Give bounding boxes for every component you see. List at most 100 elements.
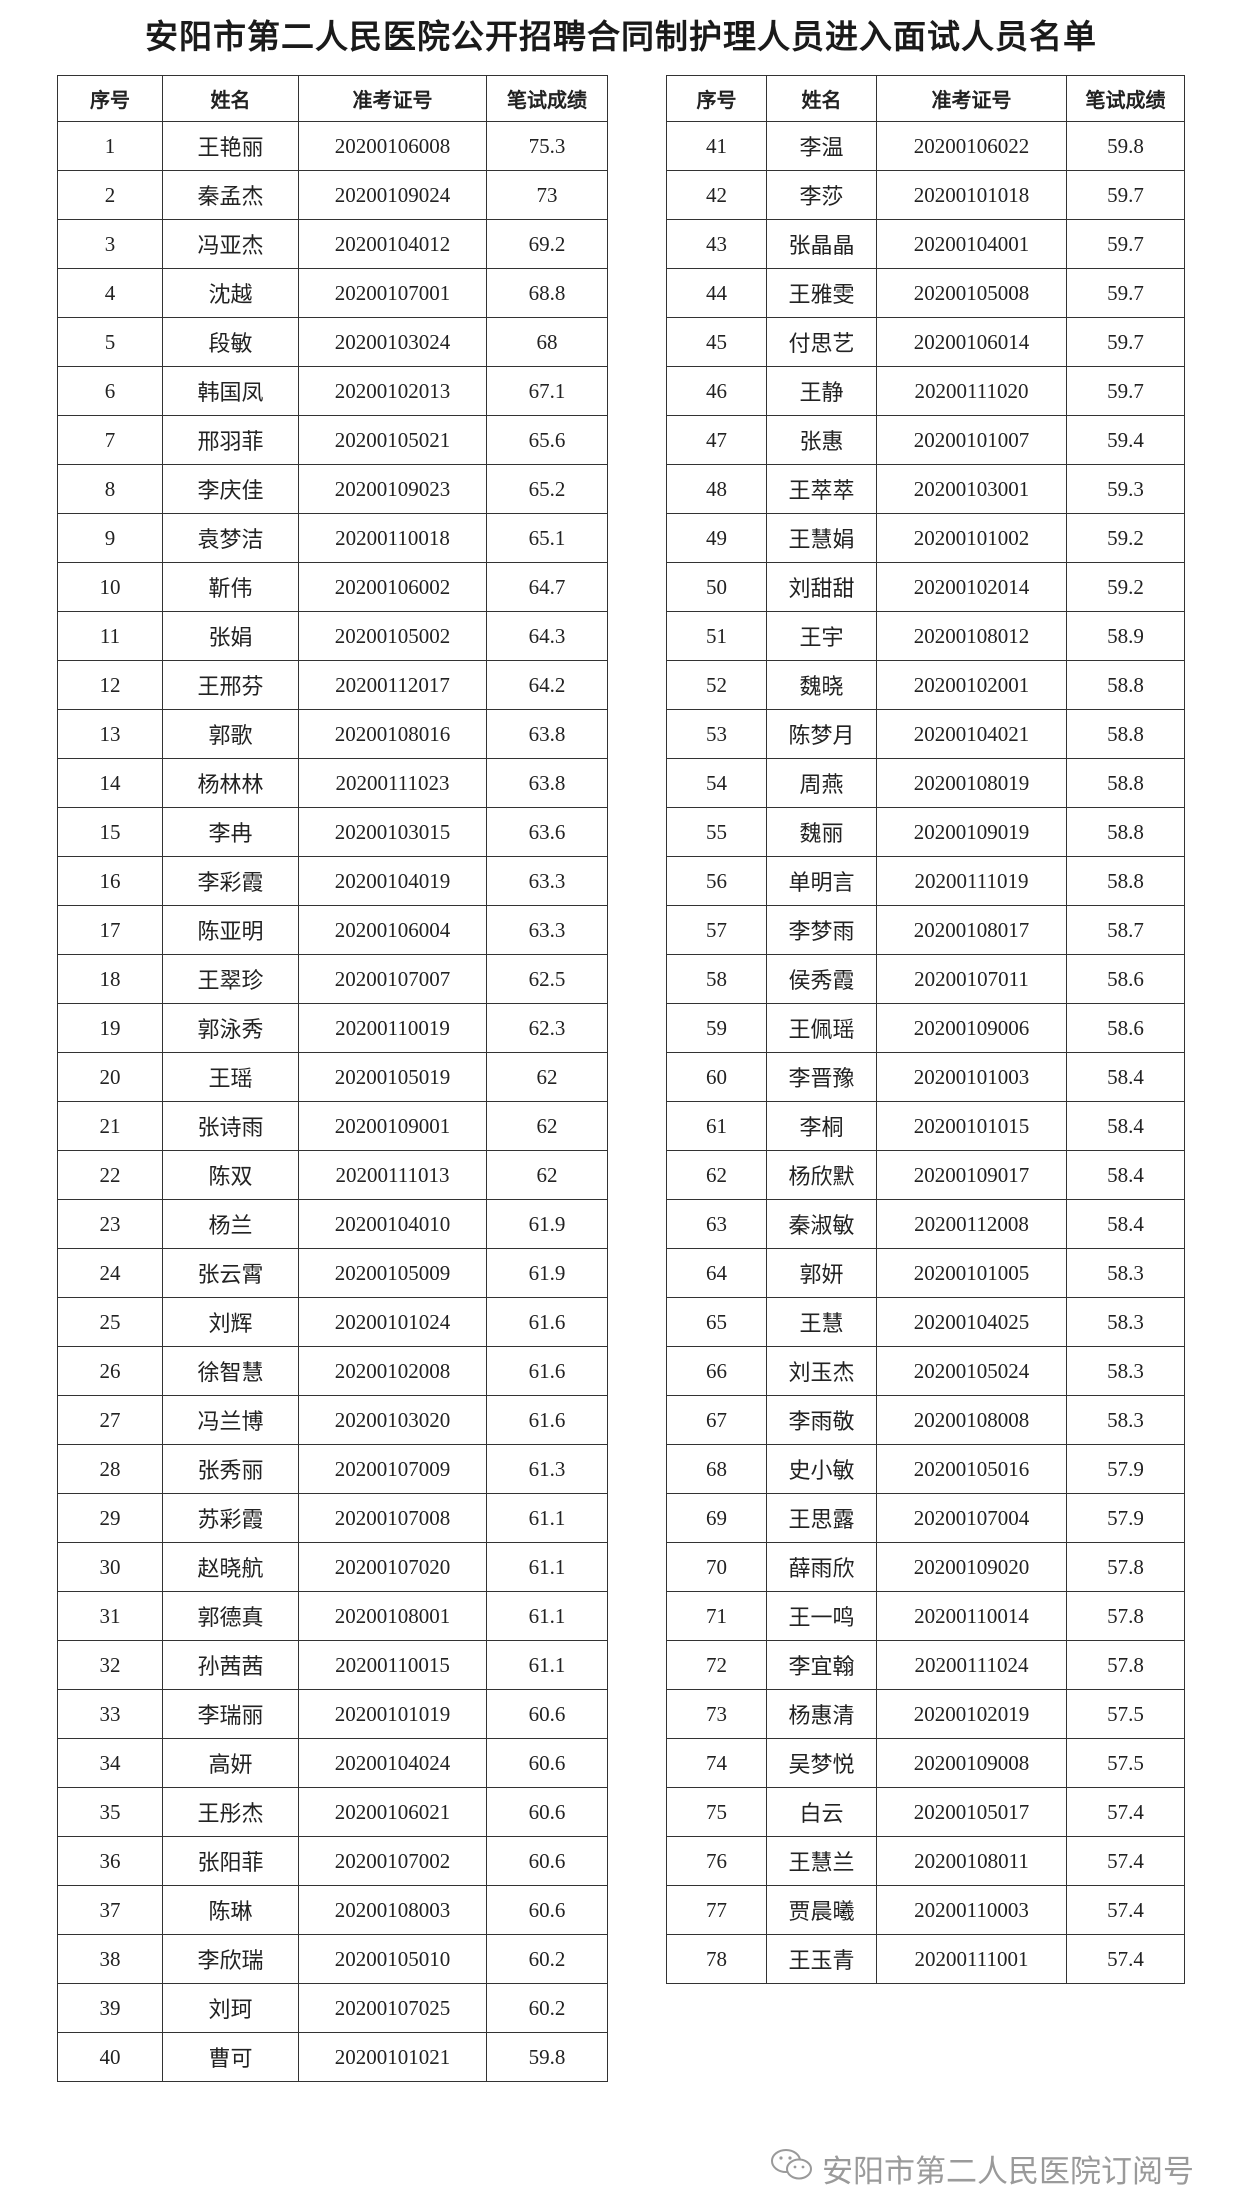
row-seq: 44 (666, 268, 767, 318)
row-score: 64.2 (486, 660, 608, 710)
row-score: 57.4 (1066, 1885, 1185, 1935)
row-score: 58.3 (1066, 1346, 1185, 1396)
row-ticket: 20200101024 (298, 1297, 487, 1347)
row-name: 苏彩霞 (162, 1493, 299, 1543)
row-name: 杨林林 (162, 758, 299, 808)
row-seq: 64 (666, 1248, 767, 1298)
table-row: 49 王慧娟 20200101002 59.2 (666, 513, 1185, 563)
row-score: 60.2 (486, 1983, 608, 2033)
row-ticket: 20200108003 (298, 1885, 487, 1935)
row-ticket: 20200110003 (876, 1885, 1067, 1935)
row-seq: 23 (57, 1199, 163, 1249)
watermark: 安阳市第二人民医院订阅号 (770, 2146, 1194, 2191)
table-row: 20 王瑶 20200105019 62 (57, 1052, 608, 1102)
table-row: 55 魏丽 20200109019 58.8 (666, 807, 1185, 857)
row-name: 杨欣默 (766, 1150, 877, 1200)
row-seq: 12 (57, 660, 163, 710)
row-seq: 22 (57, 1150, 163, 1200)
row-seq: 66 (666, 1346, 767, 1396)
row-seq: 20 (57, 1052, 163, 1102)
row-score: 63.3 (486, 905, 608, 955)
row-ticket: 20200108016 (298, 709, 487, 759)
row-name: 魏丽 (766, 807, 877, 857)
table-row: 58 侯秀霞 20200107011 58.6 (666, 954, 1185, 1004)
row-name: 张秀丽 (162, 1444, 299, 1494)
row-score: 63.6 (486, 807, 608, 857)
row-name: 冯兰博 (162, 1395, 299, 1445)
row-name: 侯秀霞 (766, 954, 877, 1004)
row-score: 58.4 (1066, 1101, 1185, 1151)
row-score: 58.6 (1066, 954, 1185, 1004)
row-score: 63.8 (486, 758, 608, 808)
row-ticket: 20200107008 (298, 1493, 487, 1543)
table-row: 5 段敏 20200103024 68 (57, 317, 608, 367)
row-ticket: 20200110019 (298, 1003, 487, 1053)
row-seq: 47 (666, 415, 767, 465)
row-name: 郭妍 (766, 1248, 877, 1298)
table-row: 78 王玉青 20200111001 57.4 (666, 1934, 1185, 1984)
row-seq: 53 (666, 709, 767, 759)
row-seq: 17 (57, 905, 163, 955)
row-ticket: 20200111023 (298, 758, 487, 808)
row-name: 李欣瑞 (162, 1934, 299, 1984)
row-ticket: 20200101018 (876, 170, 1067, 220)
table-row: 11 张娟 20200105002 64.3 (57, 611, 608, 661)
row-name: 张诗雨 (162, 1101, 299, 1151)
row-seq: 6 (57, 366, 163, 416)
row-score: 64.3 (486, 611, 608, 661)
header-seq: 序号 (57, 75, 163, 122)
row-ticket: 20200107002 (298, 1836, 487, 1886)
table-row: 32 孙茜茜 20200110015 61.1 (57, 1640, 608, 1690)
row-seq: 51 (666, 611, 767, 661)
table-row: 71 王一鸣 20200110014 57.8 (666, 1591, 1185, 1641)
row-score: 59.7 (1066, 317, 1185, 367)
row-name: 李瑞丽 (162, 1689, 299, 1739)
row-score: 62.3 (486, 1003, 608, 1053)
row-seq: 62 (666, 1150, 767, 1200)
row-ticket: 20200102001 (876, 660, 1067, 710)
row-name: 杨惠清 (766, 1689, 877, 1739)
row-name: 王彤杰 (162, 1787, 299, 1837)
row-score: 57.8 (1066, 1640, 1185, 1690)
row-ticket: 20200106008 (298, 121, 487, 171)
row-name: 王宇 (766, 611, 877, 661)
row-ticket: 20200101003 (876, 1052, 1067, 1102)
row-seq: 1 (57, 121, 163, 171)
row-name: 张云霄 (162, 1248, 299, 1298)
row-ticket: 20200102014 (876, 562, 1067, 612)
row-name: 秦淑敏 (766, 1199, 877, 1249)
row-seq: 63 (666, 1199, 767, 1249)
row-seq: 71 (666, 1591, 767, 1641)
row-name: 李晋豫 (766, 1052, 877, 1102)
row-seq: 57 (666, 905, 767, 955)
table-row: 56 单明言 20200111019 58.8 (666, 856, 1185, 906)
row-ticket: 20200112017 (298, 660, 487, 710)
row-ticket: 20200108012 (876, 611, 1067, 661)
row-name: 孙茜茜 (162, 1640, 299, 1690)
row-name: 刘珂 (162, 1983, 299, 2033)
row-ticket: 20200109006 (876, 1003, 1067, 1053)
row-ticket: 20200101015 (876, 1101, 1067, 1151)
table-row: 63 秦淑敏 20200112008 58.4 (666, 1199, 1185, 1249)
table-row: 35 王彤杰 20200106021 60.6 (57, 1787, 608, 1837)
table-row: 22 陈双 20200111013 62 (57, 1150, 608, 1200)
row-seq: 34 (57, 1738, 163, 1788)
row-ticket: 20200104024 (298, 1738, 487, 1788)
row-score: 75.3 (486, 121, 608, 171)
table-row: 19 郭泳秀 20200110019 62.3 (57, 1003, 608, 1053)
table-row: 39 刘珂 20200107025 60.2 (57, 1983, 608, 2033)
row-ticket: 20200105010 (298, 1934, 487, 1984)
table-row: 24 张云霄 20200105009 61.9 (57, 1248, 608, 1298)
table-row: 23 杨兰 20200104010 61.9 (57, 1199, 608, 1249)
row-name: 陈琳 (162, 1885, 299, 1935)
row-name: 王佩瑶 (766, 1003, 877, 1053)
row-score: 61.6 (486, 1297, 608, 1347)
row-seq: 31 (57, 1591, 163, 1641)
table-row: 76 王慧兰 20200108011 57.4 (666, 1836, 1185, 1886)
row-ticket: 20200112008 (876, 1199, 1067, 1249)
table-row: 8 李庆佳 20200109023 65.2 (57, 464, 608, 514)
row-score: 59.8 (486, 2032, 608, 2082)
row-ticket: 20200104010 (298, 1199, 487, 1249)
row-score: 65.1 (486, 513, 608, 563)
row-seq: 56 (666, 856, 767, 906)
